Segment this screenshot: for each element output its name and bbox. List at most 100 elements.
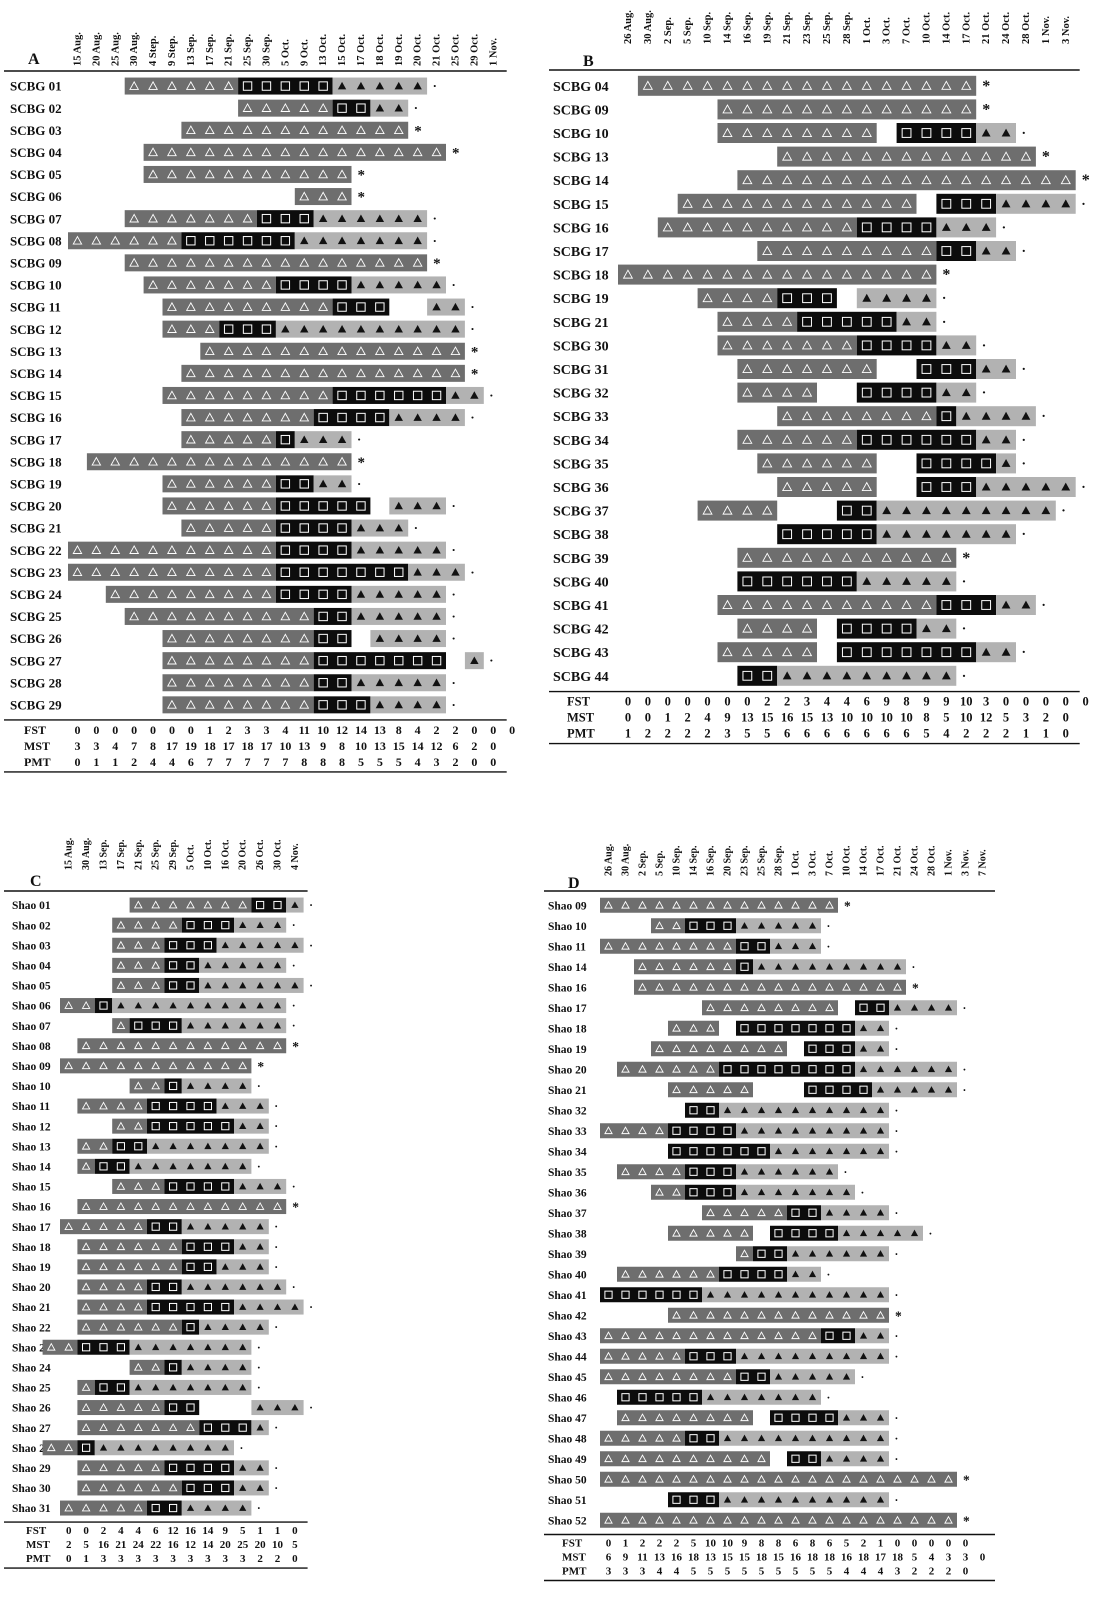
open-square-mark xyxy=(186,1483,195,1493)
open-square-mark xyxy=(151,1503,160,1513)
stat-value: 2 xyxy=(275,1553,281,1565)
phase-a-bar xyxy=(634,979,906,995)
open-triangle-mark xyxy=(672,1064,681,1073)
open-square-mark xyxy=(841,529,852,540)
filled-triangle-mark xyxy=(774,1291,783,1298)
open-triangle-mark xyxy=(742,434,753,444)
sample-row: Shao 22. xyxy=(12,1319,278,1335)
open-square-mark xyxy=(169,981,178,990)
open-square-mark xyxy=(825,1024,834,1033)
open-triangle-mark xyxy=(242,567,253,577)
filled-triangle-mark xyxy=(859,1332,868,1339)
phase-c-bar xyxy=(855,1328,889,1344)
open-triangle-mark xyxy=(672,1269,681,1278)
stat-row-label: PMT xyxy=(26,1553,51,1565)
open-triangle-mark xyxy=(242,368,253,378)
filled-triangle-mark xyxy=(239,1243,247,1250)
filled-triangle-mark xyxy=(825,1291,834,1298)
open-triangle-mark xyxy=(393,257,404,267)
open-square-mark xyxy=(941,128,952,138)
open-square-mark xyxy=(280,236,291,246)
phase-a-bar xyxy=(42,1339,78,1355)
phase-a-bar xyxy=(162,696,314,714)
open-triangle-mark xyxy=(204,478,215,488)
stat-value: 4 xyxy=(861,1566,867,1578)
open-triangle-mark xyxy=(642,269,654,279)
filled-triangle-mark xyxy=(876,1496,885,1503)
end-dot-mark: . xyxy=(452,539,455,554)
open-triangle-mark xyxy=(337,257,348,267)
open-square-mark xyxy=(842,1085,851,1094)
filled-triangle-mark xyxy=(256,1484,264,1491)
sample-label: Shao 10 xyxy=(12,1081,51,1093)
phase-b-bar xyxy=(313,696,371,714)
open-square-mark xyxy=(203,1302,213,1312)
open-triangle-mark xyxy=(299,677,310,687)
open-square-mark xyxy=(762,576,773,587)
filled-triangle-mark xyxy=(791,1373,800,1380)
phase-a-bar xyxy=(86,453,352,471)
stat-row-label: PMT xyxy=(24,755,51,769)
open-triangle-mark xyxy=(81,1282,91,1291)
end-dot-mark: . xyxy=(275,1098,278,1110)
phase-b-bar xyxy=(313,409,390,427)
phase-a-bar xyxy=(634,959,736,975)
end-dot-mark: . xyxy=(861,1184,864,1196)
open-triangle-mark xyxy=(757,1003,766,1012)
sample-row: SCBG 43. xyxy=(553,642,1026,663)
open-triangle-mark xyxy=(742,646,753,657)
phase-a-bar xyxy=(181,431,276,449)
sample-row: Shao 15. xyxy=(12,1178,295,1194)
sample-row: SCBG 39 * xyxy=(553,547,970,568)
open-triangle-mark xyxy=(682,269,693,279)
phase-a-bar xyxy=(77,1460,165,1476)
open-square-mark xyxy=(774,1249,783,1258)
end-dot-mark: . xyxy=(292,917,295,929)
open-triangle-mark xyxy=(166,257,177,267)
phase-a-bar xyxy=(600,1328,821,1344)
filled-triangle-mark xyxy=(825,1168,834,1175)
filled-triangle-mark xyxy=(432,280,441,289)
open-triangle-mark xyxy=(801,646,813,657)
end-dot-mark: . xyxy=(257,1500,260,1512)
open-square-mark xyxy=(337,589,347,600)
phase-a-bar xyxy=(77,1239,182,1255)
open-triangle-mark xyxy=(841,410,853,421)
open-square-mark xyxy=(151,1302,160,1312)
open-triangle-mark xyxy=(825,1310,834,1319)
open-triangle-mark xyxy=(638,1433,647,1442)
phase-b-bar xyxy=(275,497,371,515)
open-triangle-mark xyxy=(706,1269,715,1278)
open-square-mark xyxy=(221,921,230,930)
open-triangle-mark xyxy=(299,390,310,400)
filled-triangle-mark xyxy=(842,1434,851,1442)
open-triangle-mark xyxy=(99,1222,108,1230)
stat-value: 16 xyxy=(168,1539,180,1551)
date-tick-label: 21 Sep. xyxy=(224,34,235,66)
open-triangle-mark xyxy=(808,1515,817,1524)
open-square-mark xyxy=(337,103,347,113)
phase-a-bar xyxy=(77,1299,147,1315)
phase-b-bar xyxy=(181,232,295,250)
end-star-mark: * xyxy=(1042,149,1050,166)
open-triangle-mark xyxy=(893,1515,902,1524)
stat-value: 12 xyxy=(980,711,993,725)
open-triangle-mark xyxy=(204,545,215,554)
phase-a-bar xyxy=(668,1082,753,1098)
open-triangle-mark xyxy=(723,1003,732,1012)
open-triangle-mark xyxy=(299,301,310,311)
stat-value: 3 xyxy=(136,1553,142,1565)
filled-triangle-mark xyxy=(375,280,385,289)
stat-value: 6 xyxy=(827,1538,833,1550)
open-triangle-mark xyxy=(621,1433,630,1442)
open-triangle-mark xyxy=(151,960,161,969)
end-dot-mark: . xyxy=(861,1369,864,1381)
sample-row: SCBG 03 * xyxy=(10,121,422,139)
stat-value: 0 xyxy=(625,695,631,709)
open-triangle-mark xyxy=(901,198,912,208)
open-triangle-mark xyxy=(801,552,813,562)
open-triangle-mark xyxy=(204,390,215,400)
open-triangle-mark xyxy=(204,699,215,709)
open-square-mark xyxy=(740,1065,749,1074)
filled-triangle-mark xyxy=(204,1022,212,1029)
